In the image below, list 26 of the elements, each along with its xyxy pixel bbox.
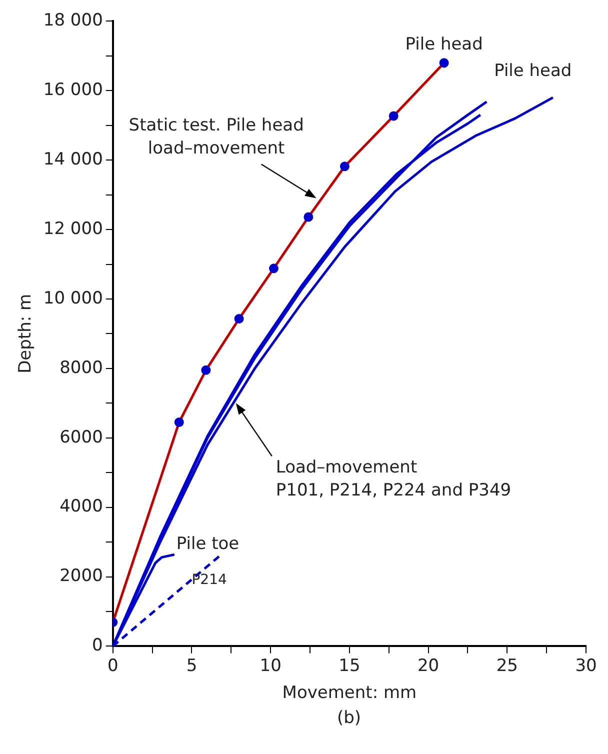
- y-tick-label: 12 000: [43, 218, 103, 239]
- annotation: Pile toe: [176, 534, 240, 554]
- y-tick-label: 14 000: [43, 150, 103, 170]
- x-tick-label: 20: [417, 656, 440, 676]
- y-tick-label: 4000: [60, 496, 103, 517]
- y-tick-label: 8000: [60, 358, 103, 378]
- y-axis-title: Depth: m: [16, 294, 36, 374]
- x-tick-label: 30: [575, 656, 597, 676]
- x-axis-title: Movement: mm: [282, 683, 417, 704]
- y-tick-label: 6000: [60, 427, 103, 448]
- y-tick-label: 18 000: [43, 10, 103, 31]
- annotation: Static test. Pile head load–movement: [128, 116, 304, 159]
- x-tick-label: 10: [260, 656, 282, 676]
- annotation: Pile head: [405, 34, 483, 54]
- x-tick-label: 0: [107, 656, 118, 676]
- annotation: P214: [192, 572, 227, 588]
- y-tick-label: 10 000: [43, 288, 103, 308]
- annotation: Load–movement P101, P214, P224 and P349: [276, 458, 512, 501]
- y-tick-label: 0: [92, 636, 103, 656]
- y-tick-label: 16 000: [43, 80, 103, 100]
- y-tick-label: 2000: [60, 566, 103, 586]
- x-tick-label: 15: [338, 656, 360, 676]
- text: (b): [336, 708, 362, 728]
- x-tick-label: 5: [186, 656, 198, 676]
- x-tick-label: 25: [496, 656, 518, 676]
- annotation: Pile head: [494, 61, 572, 82]
